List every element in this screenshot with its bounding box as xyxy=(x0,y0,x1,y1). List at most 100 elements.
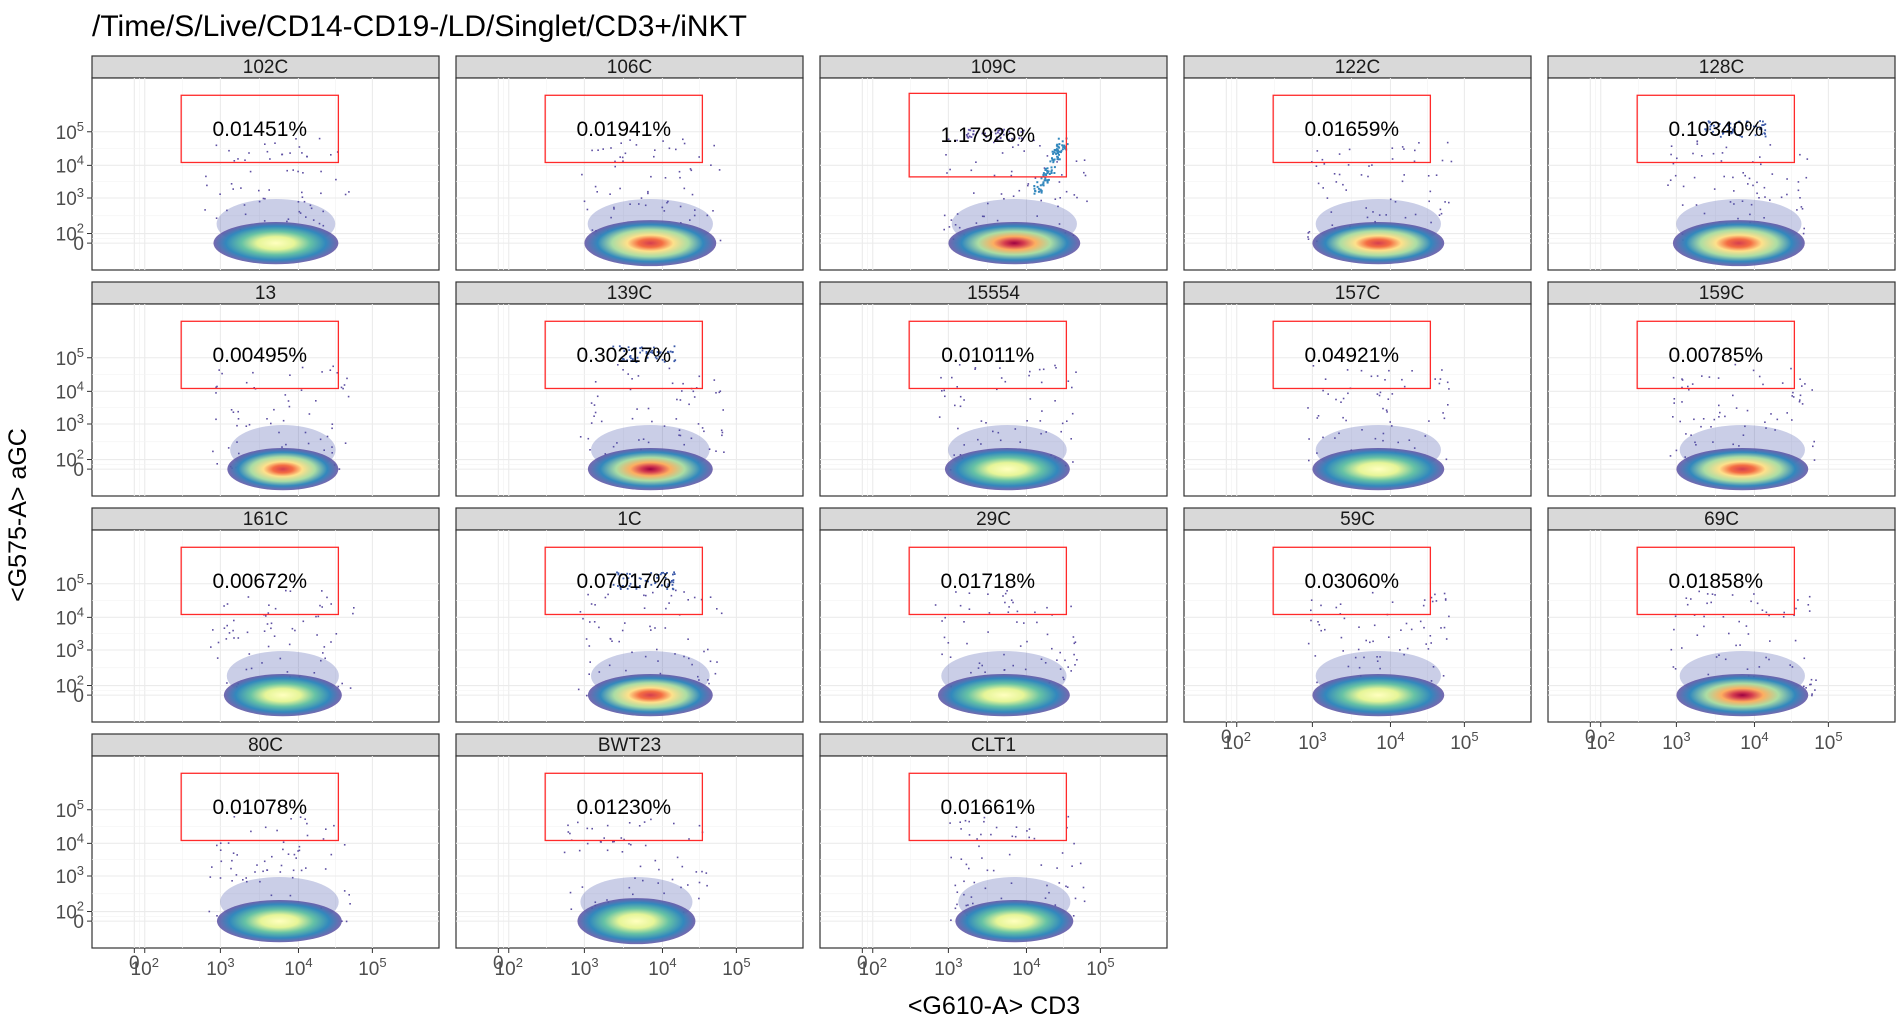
event-dot xyxy=(603,837,605,839)
event-dot xyxy=(613,840,615,843)
event-dot xyxy=(1074,641,1077,643)
x-tick-label: 0 xyxy=(129,953,140,974)
cluster-dot xyxy=(1764,135,1767,138)
cluster-dot xyxy=(1036,181,1039,184)
event-dot xyxy=(719,390,722,392)
event-dot xyxy=(228,149,230,152)
event-dot xyxy=(1003,198,1005,200)
event-dot xyxy=(1742,434,1745,436)
event-dot xyxy=(1059,651,1061,654)
event-dot xyxy=(299,816,302,818)
event-dot xyxy=(1054,364,1056,367)
cluster-dot xyxy=(1046,170,1049,172)
x-tick-label: 105 xyxy=(722,955,750,980)
event-dot xyxy=(643,594,645,597)
facet-panels: 102C 0.01451% 106C 0.01941% 109C 1.17926% 122C… xyxy=(91,55,1896,949)
event-dot xyxy=(618,640,620,643)
event-dot xyxy=(950,919,952,921)
facet-29C: 29C 0.01718% xyxy=(819,507,1168,723)
event-dot xyxy=(321,590,323,592)
event-dot xyxy=(1376,393,1379,395)
event-dot xyxy=(1374,220,1376,223)
gate-percentage: 0.07017% xyxy=(576,570,671,593)
event-dot xyxy=(1732,443,1734,446)
event-dot xyxy=(270,622,273,625)
event-dot xyxy=(245,381,248,384)
cluster-dot xyxy=(1008,130,1011,133)
gate-percentage: 0.01230% xyxy=(576,796,671,819)
cluster-dot xyxy=(1033,192,1036,195)
event-dot xyxy=(707,679,709,681)
event-dot xyxy=(1308,231,1311,233)
event-dot xyxy=(1072,461,1074,463)
event-dot xyxy=(1316,150,1319,152)
event-dot xyxy=(1027,184,1029,187)
event-dot xyxy=(956,139,958,142)
event-dot xyxy=(642,879,644,882)
cluster-dot xyxy=(1050,172,1053,174)
event-dot xyxy=(999,367,1001,369)
event-dot xyxy=(1316,681,1318,684)
event-dot xyxy=(252,371,254,374)
event-dot xyxy=(1733,203,1735,205)
cluster-dot xyxy=(1709,128,1712,131)
cluster-dot xyxy=(644,579,647,582)
event-dot xyxy=(247,596,250,598)
event-dot xyxy=(338,468,341,470)
cluster-dot xyxy=(628,349,631,351)
event-dot xyxy=(1786,412,1788,414)
event-dot xyxy=(1443,626,1446,629)
cluster-dot xyxy=(1044,169,1047,171)
gate-percentage: 0.00495% xyxy=(212,344,307,367)
event-dot xyxy=(586,694,588,697)
event-dot xyxy=(610,147,612,149)
event-dot xyxy=(228,632,231,634)
event-dot xyxy=(1316,417,1319,419)
event-dot xyxy=(1813,459,1816,461)
event-dot xyxy=(245,877,247,879)
event-dot xyxy=(614,160,616,163)
event-dot xyxy=(336,151,339,153)
cluster-dot xyxy=(669,581,672,584)
cluster-dot xyxy=(656,574,659,576)
event-dot xyxy=(957,427,959,430)
event-dot xyxy=(591,827,593,830)
event-dot xyxy=(610,216,612,219)
event-dot xyxy=(1310,619,1312,622)
cluster-dot xyxy=(654,581,657,584)
event-dot xyxy=(1311,161,1313,163)
event-dot xyxy=(1040,864,1043,866)
event-dot xyxy=(1446,141,1449,144)
event-dot xyxy=(683,142,686,145)
event-dot xyxy=(678,429,681,431)
event-dot xyxy=(1358,666,1361,669)
facet-strip-label: 122C xyxy=(1335,57,1380,78)
gate-box xyxy=(1272,320,1432,390)
event-dot xyxy=(1046,606,1048,609)
event-dot xyxy=(278,431,280,434)
event-dot xyxy=(629,203,631,205)
event-dot xyxy=(983,816,986,819)
event-dot xyxy=(1760,163,1762,166)
event-dot xyxy=(1703,625,1705,628)
cluster-dot xyxy=(1052,158,1055,161)
cluster-dot xyxy=(636,360,639,362)
event-dot xyxy=(1749,213,1751,216)
event-dot xyxy=(683,187,686,190)
event-dot xyxy=(1011,835,1014,838)
event-dot xyxy=(662,140,664,142)
event-dot xyxy=(223,605,225,607)
event-dot xyxy=(304,431,307,434)
event-dot xyxy=(1438,214,1441,216)
x-tick-label: 102 xyxy=(1587,729,1615,754)
event-dot xyxy=(232,188,234,190)
event-dot xyxy=(347,395,350,398)
cluster-dot xyxy=(650,583,653,586)
event-dot xyxy=(1756,602,1759,605)
event-dot xyxy=(1012,664,1014,667)
event-dot xyxy=(643,607,646,609)
event-dot xyxy=(1432,666,1435,668)
event-dot xyxy=(1347,392,1349,395)
event-dot xyxy=(236,441,238,443)
y-tick-label: 104 xyxy=(56,604,84,629)
